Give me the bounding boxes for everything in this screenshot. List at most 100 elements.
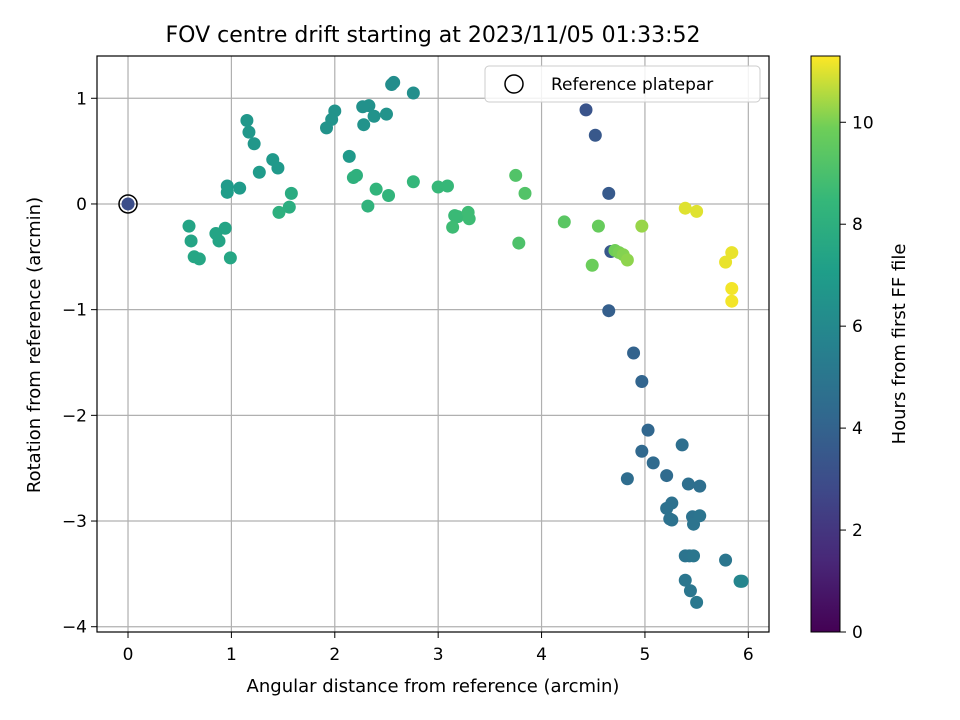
plot-frame xyxy=(96,55,770,633)
colorbar-tick-label: 4 xyxy=(852,419,863,439)
scatter-point xyxy=(512,236,526,250)
scatter-point xyxy=(272,205,286,219)
x-tick-label: 0 xyxy=(123,645,134,665)
scatter-point xyxy=(627,346,641,360)
scatter-point xyxy=(233,181,247,195)
scatter-point xyxy=(557,215,571,229)
legend-marker-reference xyxy=(504,74,524,94)
scatter-point xyxy=(121,197,135,211)
y-axis-label: Rotation from reference (arcmin) xyxy=(24,197,45,493)
scatter-point xyxy=(693,509,707,523)
scatter-point xyxy=(690,204,704,218)
x-tick-label: 2 xyxy=(329,645,340,665)
scatter-point xyxy=(212,234,226,248)
scatter-point xyxy=(382,189,396,203)
scatter-point xyxy=(379,107,393,121)
scatter-point xyxy=(678,201,692,215)
scatter-point xyxy=(367,109,381,123)
scatter-point xyxy=(346,171,360,185)
scatter-point xyxy=(192,252,206,266)
scatter-point xyxy=(725,282,739,296)
scatter-point xyxy=(271,161,285,175)
scatter-point xyxy=(719,255,733,269)
scatter-point xyxy=(369,182,383,196)
scatter-point xyxy=(635,444,649,458)
x-tick-label: 5 xyxy=(640,645,651,665)
scatter-point xyxy=(247,137,261,151)
scatter-point xyxy=(735,574,749,588)
scatter-point xyxy=(690,595,704,609)
colorbar-tick-label: 0 xyxy=(852,623,863,643)
x-tick-label: 4 xyxy=(536,645,547,665)
scatter-point xyxy=(284,186,298,200)
scatter-point xyxy=(641,423,655,437)
scatter-point xyxy=(678,573,692,587)
scatter-point xyxy=(683,584,697,598)
legend-entry-reference: Reference platepar xyxy=(551,75,713,95)
scatter-point xyxy=(342,149,356,163)
scatter-point xyxy=(588,128,602,142)
scatter-point xyxy=(357,118,371,132)
scatter-point xyxy=(220,185,234,199)
colorbar-tick-label: 6 xyxy=(852,317,863,337)
x-tick-label: 6 xyxy=(743,645,754,665)
y-tick-label: −2 xyxy=(62,406,87,426)
scatter-point xyxy=(509,168,523,182)
scatter-point xyxy=(184,234,198,248)
scatter-point xyxy=(725,294,739,308)
scatter-point xyxy=(361,199,375,213)
data-points xyxy=(118,75,749,609)
scatter-point xyxy=(660,469,674,483)
scatter-point xyxy=(462,212,476,226)
colorbar-label: Hours from first FF file xyxy=(889,244,910,445)
scatter-point xyxy=(451,210,465,224)
scatter-point xyxy=(687,549,701,563)
scatter-point xyxy=(591,219,605,233)
scatter-point xyxy=(282,200,296,214)
x-axis-label: Angular distance from reference (arcmin) xyxy=(247,676,620,697)
legend-box xyxy=(484,65,761,103)
chart-title: FOV centre drift starting at 2023/11/05 … xyxy=(166,23,701,48)
y-tick-label: −3 xyxy=(62,512,87,532)
scatter-point xyxy=(440,179,454,193)
scatter-point xyxy=(719,553,733,567)
colorbar-gradient xyxy=(810,55,841,633)
y-tick-label: 1 xyxy=(76,89,87,109)
scatter-point xyxy=(223,251,237,265)
scatter-point xyxy=(356,100,370,114)
scatter-point xyxy=(242,125,256,139)
legend: Reference platepar xyxy=(484,65,761,103)
scatter-point xyxy=(602,186,616,200)
scatter-point xyxy=(182,219,196,233)
scatter-point xyxy=(602,304,616,318)
x-tick-label: 3 xyxy=(433,645,444,665)
colorbar-tick-label: 8 xyxy=(852,215,863,235)
scatter-point xyxy=(693,479,707,493)
scatter-point xyxy=(446,220,460,234)
scatter-point xyxy=(518,186,532,200)
scatter-point xyxy=(218,221,232,235)
scatter-point xyxy=(675,438,689,452)
scatter-point xyxy=(585,258,599,272)
scatter-point xyxy=(240,113,254,127)
x-tick-label: 1 xyxy=(226,645,237,665)
scatter-point xyxy=(635,375,649,389)
scatter-point xyxy=(635,219,649,233)
scatter-point xyxy=(681,477,695,491)
y-tick-label: 0 xyxy=(76,195,87,215)
scatter-point xyxy=(665,513,679,527)
scatter-point xyxy=(620,253,634,267)
scatter-point xyxy=(660,501,674,515)
colorbar-tick-label: 10 xyxy=(852,113,874,133)
scatter-point xyxy=(252,165,266,179)
scatter-point xyxy=(406,175,420,189)
scatter-point xyxy=(320,121,334,135)
y-tick-label: −1 xyxy=(62,301,87,321)
colorbar: 0 2 4 6 8 10 Hours from first FF file xyxy=(810,55,910,643)
scatter-point xyxy=(646,456,660,470)
scatter-point xyxy=(385,78,399,92)
colorbar-ticks: 0 2 4 6 8 10 xyxy=(840,113,874,643)
scatter-point xyxy=(406,86,420,100)
scatter-point xyxy=(725,246,739,260)
